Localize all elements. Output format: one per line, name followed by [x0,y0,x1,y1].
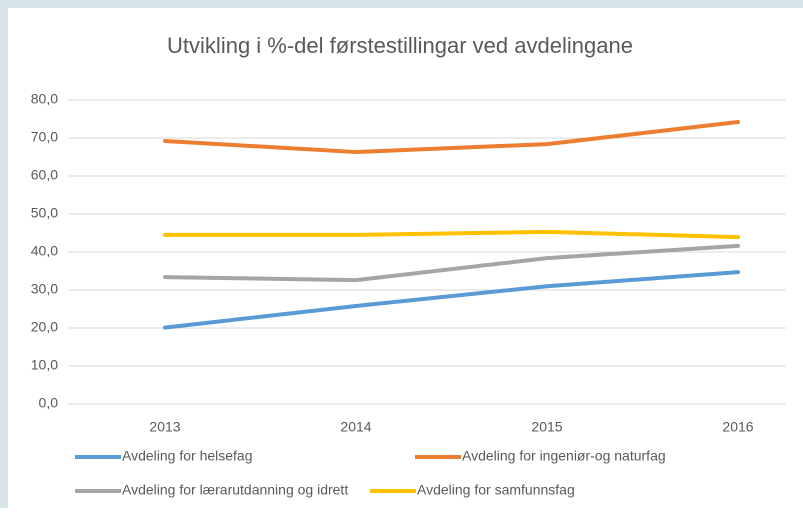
series-line [163,270,740,330]
legend-label: Avdeling for samfunnsfag [417,482,575,498]
legend-label: Avdeling for ingeniør-og naturfag [462,448,666,464]
y-tick-label: 20,0 [31,319,58,335]
y-tick-label: 80,0 [31,91,58,107]
x-tick-label: 2016 [722,419,753,435]
y-tick-label: 70,0 [31,129,58,145]
y-tick-label: 50,0 [31,205,58,221]
series-line [163,243,740,283]
series-line [163,229,740,240]
chart-title: Utvikling i %-del førstestillingar ved a… [167,33,633,58]
y-tick-label: 60,0 [31,167,58,183]
legend-label: Avdeling for lærarutdanning og idrett [122,482,348,498]
y-tick-label: 0,0 [39,395,59,411]
x-tick-label: 2014 [340,419,371,435]
series-line [163,120,740,155]
y-tick-label: 30,0 [31,281,58,297]
y-tick-label: 40,0 [31,243,58,259]
legend-label: Avdeling for helsefag [122,448,253,464]
x-tick-label: 2013 [149,419,180,435]
y-tick-label: 10,0 [31,357,58,373]
x-tick-label: 2015 [531,419,562,435]
chart-area [8,8,803,508]
